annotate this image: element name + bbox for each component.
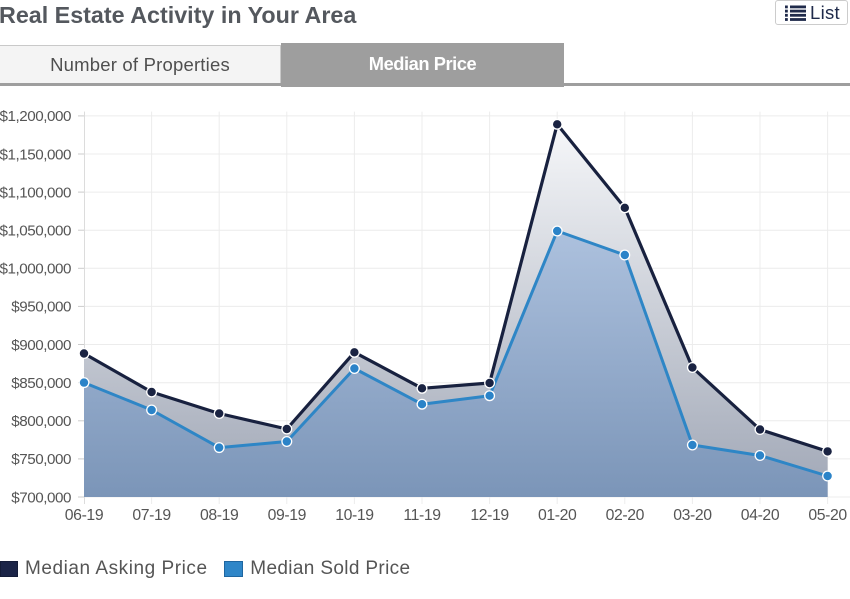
svg-text:05-20: 05-20 [808,507,847,524]
svg-text:08-19: 08-19 [200,507,239,524]
svg-text:12-19: 12-19 [470,507,509,524]
svg-text:03-20: 03-20 [673,507,712,524]
svg-text:02-20: 02-20 [606,507,645,524]
svg-text:$1,150,000: $1,150,000 [0,146,71,163]
svg-text:$950,000: $950,000 [11,299,71,316]
svg-text:$1,200,000: $1,200,000 [0,108,71,125]
svg-text:$900,000: $900,000 [11,337,71,354]
svg-text:07-19: 07-19 [132,507,171,524]
svg-text:04-20: 04-20 [741,507,780,524]
svg-text:11-19: 11-19 [403,507,441,524]
svg-text:$1,000,000: $1,000,000 [0,261,71,278]
svg-text:$1,050,000: $1,050,000 [0,223,71,240]
svg-text:$750,000: $750,000 [11,451,71,468]
svg-text:$700,000: $700,000 [11,489,71,506]
svg-text:01-20: 01-20 [538,507,577,524]
svg-text:$800,000: $800,000 [11,413,71,430]
svg-text:10-19: 10-19 [335,507,374,524]
svg-text:$1,100,000: $1,100,000 [0,184,71,201]
svg-text:09-19: 09-19 [268,507,307,524]
svg-text:$850,000: $850,000 [11,375,71,392]
svg-text:06-19: 06-19 [65,507,104,524]
